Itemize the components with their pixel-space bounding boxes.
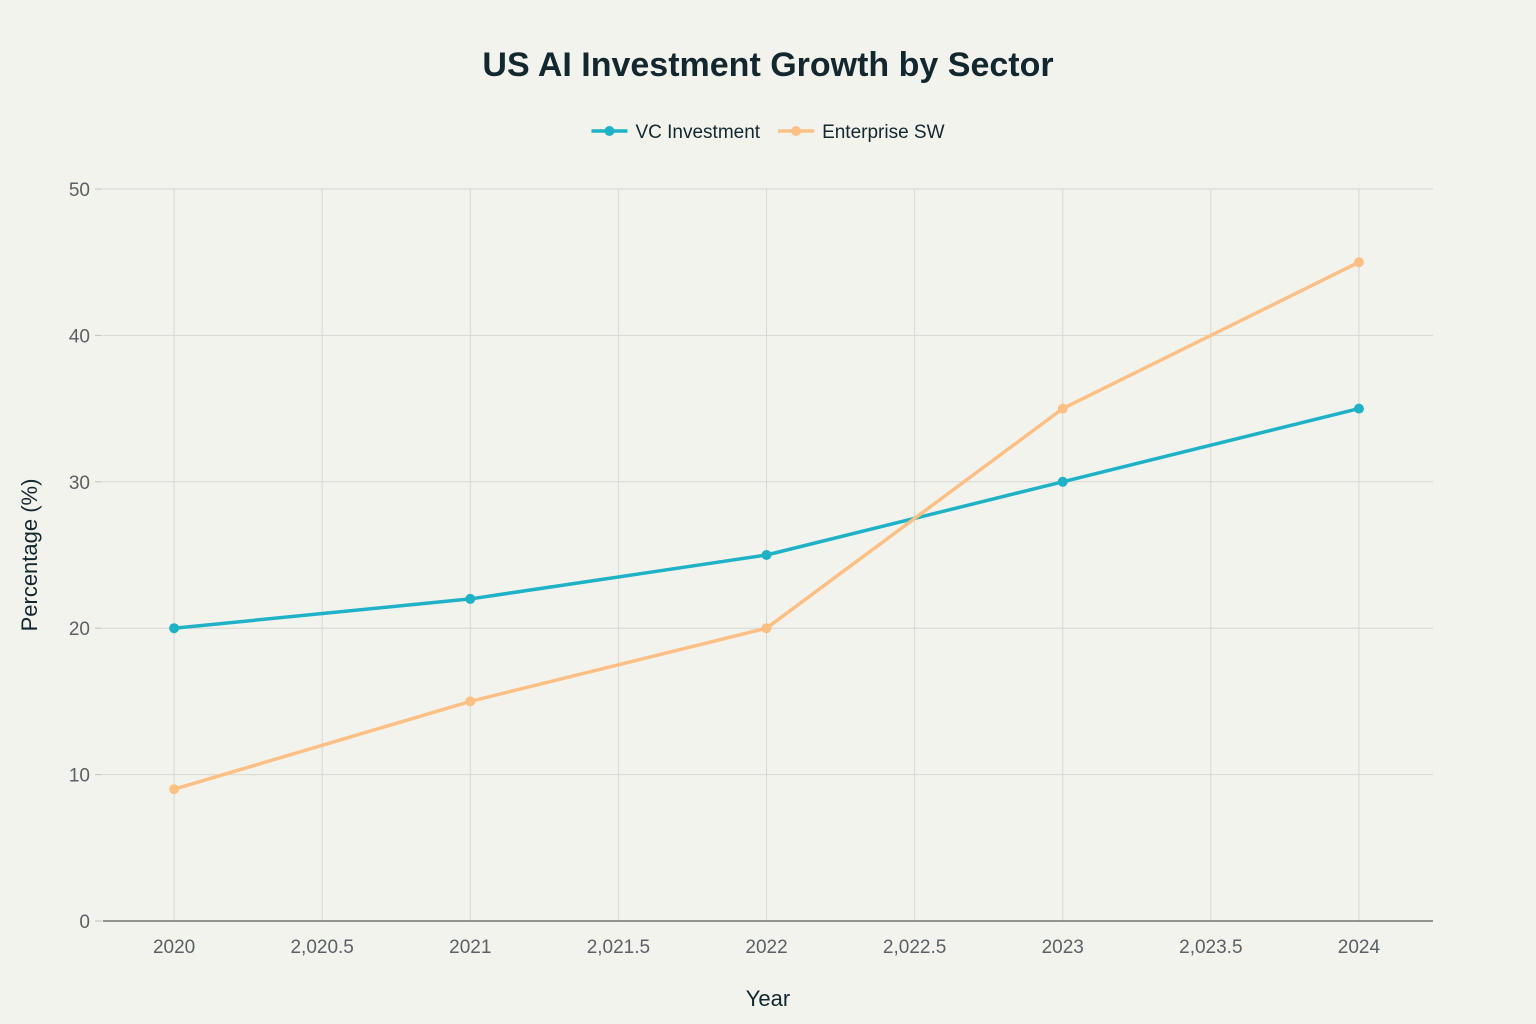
data-point (1353, 257, 1364, 268)
legend-item-0[interactable]: VC Investment (591, 122, 761, 143)
axes: 2020 2,020.5 2021 2,021.5 2022 2,022.5 2023 2,0… (69, 180, 1433, 958)
legend-label: VC Investment (635, 122, 760, 143)
legend-swatch-marker (791, 126, 802, 136)
x-axis-title: Year (746, 986, 790, 1011)
chart-title: US AI Investment Growth by Sector (482, 46, 1053, 84)
data-point (1057, 403, 1068, 414)
data-point (169, 784, 180, 795)
y-axis-title: Percentage (%) (17, 479, 42, 632)
data-point (761, 623, 772, 634)
y-tick-label: 10 (69, 766, 90, 787)
x-tick-label: 2,022.5 (883, 937, 946, 958)
x-tick-label: 2,020.5 (290, 937, 353, 958)
legend: VC Investment Enterprise SW (591, 122, 945, 143)
y-tick-label: 50 (69, 180, 90, 201)
data-point (465, 593, 476, 604)
x-tick-label: 2023 (1042, 937, 1084, 958)
data-point (465, 696, 476, 707)
x-tick-label: 2022 (745, 937, 787, 958)
data-point (761, 550, 772, 560)
y-tick-label: 30 (69, 473, 90, 494)
x-tick-label: 2024 (1338, 937, 1381, 958)
legend-label: Enterprise SW (822, 122, 945, 143)
legend-item-1[interactable]: Enterprise SW (778, 122, 945, 143)
x-tick-label: 2,021.5 (587, 937, 650, 958)
x-tick-label: 2,023.5 (1179, 937, 1242, 958)
x-tick-label: 2020 (153, 937, 195, 958)
data-point (1353, 403, 1364, 414)
y-tick-label: 40 (69, 326, 90, 347)
data-point (1057, 476, 1068, 487)
y-tick-label: 0 (79, 912, 90, 933)
series-layer (169, 257, 1364, 795)
x-tick-label: 2021 (449, 937, 491, 958)
legend-swatch-marker (604, 126, 615, 136)
data-point (169, 623, 180, 634)
y-tick-label: 20 (69, 619, 90, 640)
